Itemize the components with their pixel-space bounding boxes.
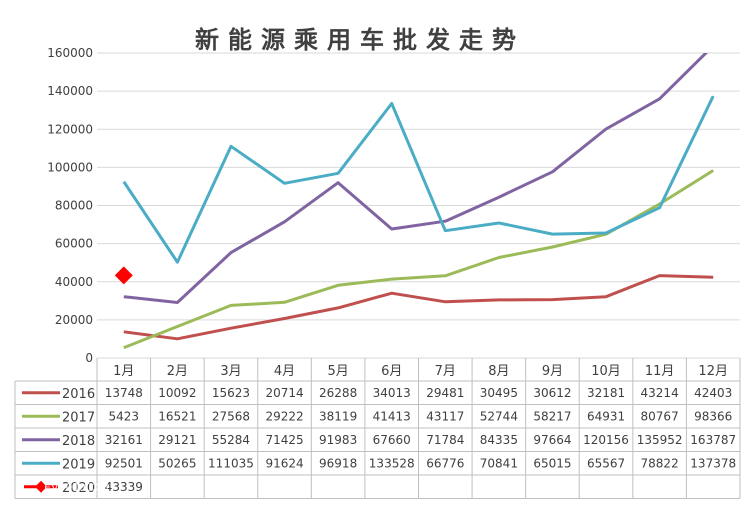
data-label: 30495 [480,386,518,400]
x-tick-label: 12月 [698,364,728,379]
data-label: 133528 [369,456,415,470]
x-tick-label: 6月 [381,364,402,379]
data-label: 66776 [426,456,464,470]
legend-key-marker [35,480,47,493]
data-label: 91983 [319,433,357,447]
y-tick-label: 160000 [47,46,93,60]
plot-area [114,53,715,350]
series-label: 2018 [62,434,95,449]
y-tick-label: 40000 [55,275,93,289]
data-label: 29121 [158,433,196,447]
series-line-2016 [123,274,714,341]
y-tick-label: 20000 [55,313,93,327]
data-label: 32161 [105,433,143,447]
data-label: 29481 [426,386,464,400]
data-label: 43214 [641,386,679,400]
data-label: 20714 [265,386,303,400]
watermark: EV001.COM [44,481,109,494]
x-tick-label: 11月 [645,364,675,379]
series-label: 2019 [62,457,95,472]
data-label: 13748 [105,386,143,400]
data-label: 111035 [208,456,254,470]
y-tick-label: 0 [85,351,93,365]
x-tick-label: 3月 [220,364,241,379]
data-label: 58217 [533,409,571,423]
data-label: 120156 [583,433,629,447]
data-label: 42403 [694,386,732,400]
data-label: 34013 [373,386,411,400]
y-tick-label: 140000 [47,84,93,98]
data-label: 97664 [533,433,571,447]
data-label: 78822 [641,456,679,470]
x-tick-label: 9月 [542,364,563,379]
data-label: 92501 [105,456,143,470]
data-label: 67660 [373,433,411,447]
data-label: 52744 [480,409,518,423]
data-label: 10092 [158,386,196,400]
y-tick-label: 100000 [47,160,93,174]
series-label: 2016 [62,387,95,402]
data-label: 163787 [690,433,736,447]
data-label: 41413 [373,409,411,423]
data-label: 84335 [480,433,518,447]
series-label: 2017 [62,410,95,425]
data-label: 55284 [212,433,250,447]
data-label: 91624 [265,456,303,470]
data-label: 135952 [637,433,683,447]
data-label: 26288 [319,386,357,400]
data-label: 15623 [212,386,250,400]
data-label: 65567 [587,456,625,470]
x-tick-label: 1月 [113,364,134,379]
data-label: 29222 [265,409,303,423]
data-label: 80767 [641,409,679,423]
data-label: 64931 [587,409,625,423]
series-line-2019 [122,95,715,264]
x-tick-label: 2月 [167,364,188,379]
data-label: 71784 [426,433,464,447]
x-tick-label: 4月 [274,364,295,379]
series-line-2018 [123,53,709,304]
data-label: 38119 [319,409,357,423]
data-label: 50265 [158,456,196,470]
data-label: 71425 [265,433,303,447]
x-tick-label: 5月 [327,364,348,379]
y-tick-label: 60000 [55,237,93,251]
data-label: 70841 [480,456,518,470]
series-line-2017 [123,169,714,350]
series-label: 2020 [62,481,95,496]
data-table: 1月 2月 3月 4月 5月 6月 7月 8月 9月 10月 11月 12月 2016 13748 1009… [14,358,741,499]
x-tick-label: 10月 [591,364,621,379]
data-label: 98366 [694,409,732,423]
data-label: 137378 [690,456,736,470]
x-tick-label: 8月 [488,364,509,379]
data-label: 65015 [533,456,571,470]
data-label: 5423 [109,409,140,423]
x-tick-label: 7月 [435,364,456,379]
y-tick-label: 80000 [55,199,93,213]
chart-title: 新能源乘用车批发走势 [195,26,525,54]
y-tick-label: 120000 [47,122,93,136]
series-point-2020 [114,266,133,285]
data-label: 30612 [533,386,571,400]
data-label: 32181 [587,386,625,400]
data-label: 96918 [319,456,357,470]
data-label: 43339 [105,480,143,494]
data-label: 16521 [158,409,196,423]
y-axis-ticks: 0 20000 40000 60000 80000 100000 120000 140000 1… [47,46,93,365]
gridlines [97,52,740,359]
data-label: 27568 [212,409,250,423]
data-label: 43117 [426,409,464,423]
